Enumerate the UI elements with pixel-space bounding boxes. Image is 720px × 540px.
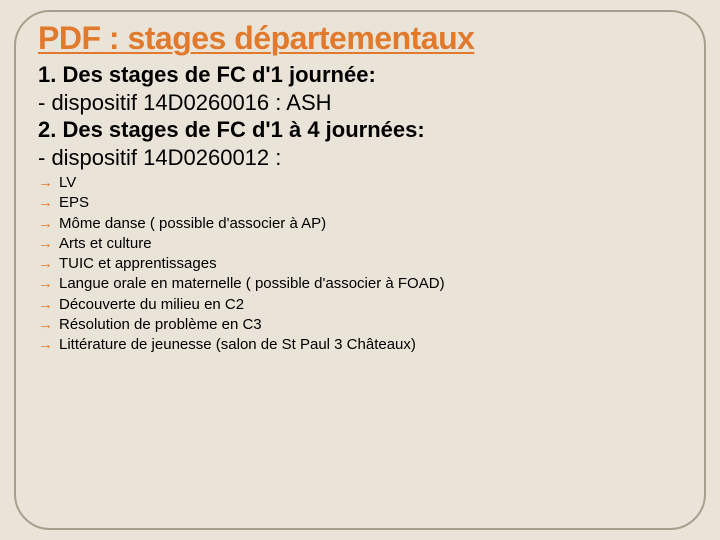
list-item-label: EPS bbox=[59, 193, 89, 213]
main-line-2: - dispositif 14D0260016 : ASH bbox=[38, 89, 682, 117]
arrow-icon: → bbox=[38, 295, 53, 315]
list-item: → Môme danse ( possible d'associer à AP) bbox=[38, 214, 682, 234]
list-item: → LV bbox=[38, 173, 682, 193]
arrow-icon: → bbox=[38, 193, 53, 213]
main-line-3: 2. Des stages de FC d'1 à 4 journées: bbox=[38, 116, 682, 144]
list-item-label: Littérature de jeunesse (salon de St Pau… bbox=[59, 335, 416, 355]
list-item: → Langue orale en maternelle ( possible … bbox=[38, 274, 682, 294]
list-item: → TUIC et apprentissages bbox=[38, 254, 682, 274]
list-item-label: Môme danse ( possible d'associer à AP) bbox=[59, 214, 326, 234]
sub-list: → LV → EPS → Môme danse ( possible d'ass… bbox=[38, 173, 682, 355]
main-line-1: 1. Des stages de FC d'1 journée: bbox=[38, 61, 682, 89]
slide-card: PDF : stages départementaux 1. Des stage… bbox=[14, 10, 706, 530]
arrow-icon: → bbox=[38, 234, 53, 254]
list-item-label: Arts et culture bbox=[59, 234, 152, 254]
list-item-label: Résolution de problème en C3 bbox=[59, 315, 262, 335]
list-item-label: Découverte du milieu en C2 bbox=[59, 295, 244, 315]
list-item-label: Langue orale en maternelle ( possible d'… bbox=[59, 274, 445, 294]
list-item: → Arts et culture bbox=[38, 234, 682, 254]
main-line-4: - dispositif 14D0260012 : bbox=[38, 144, 682, 172]
list-item: → Découverte du milieu en C2 bbox=[38, 295, 682, 315]
main-content: 1. Des stages de FC d'1 journée: - dispo… bbox=[38, 61, 682, 171]
slide-title: PDF : stages départementaux bbox=[38, 20, 682, 57]
arrow-icon: → bbox=[38, 335, 53, 355]
arrow-icon: → bbox=[38, 274, 53, 294]
list-item-label: TUIC et apprentissages bbox=[59, 254, 217, 274]
list-item: → Résolution de problème en C3 bbox=[38, 315, 682, 335]
arrow-icon: → bbox=[38, 254, 53, 274]
list-item: → Littérature de jeunesse (salon de St P… bbox=[38, 335, 682, 355]
arrow-icon: → bbox=[38, 173, 53, 193]
list-item: → EPS bbox=[38, 193, 682, 213]
arrow-icon: → bbox=[38, 214, 53, 234]
arrow-icon: → bbox=[38, 315, 53, 335]
list-item-label: LV bbox=[59, 173, 76, 193]
